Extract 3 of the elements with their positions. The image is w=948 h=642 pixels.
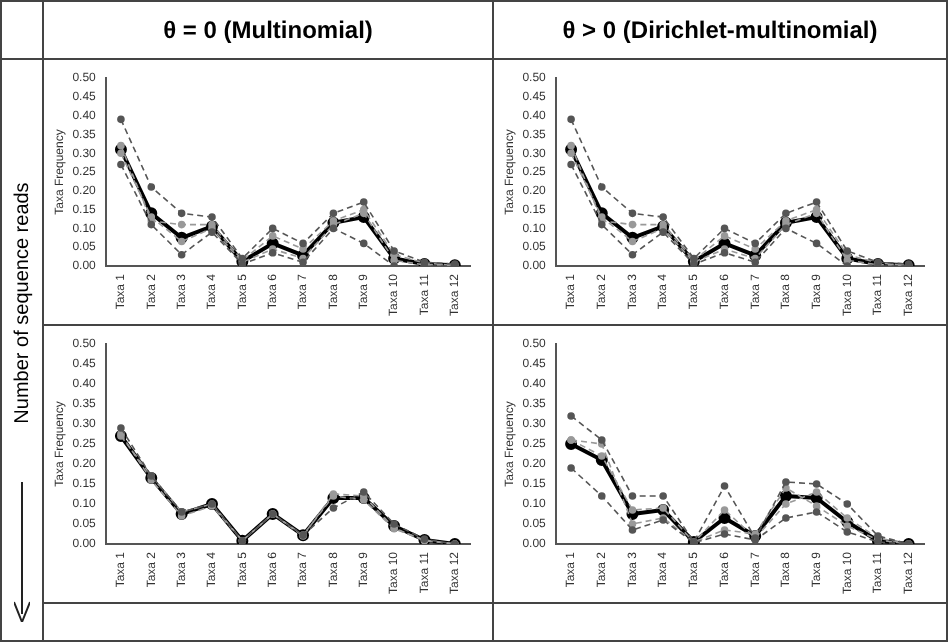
text: Number of sequence reads <box>11 181 33 423</box>
chart-title: θ > 0 (Dirichlet-multinomial) <box>494 2 946 60</box>
chart-title: θ = 0 (Multinomial) <box>44 2 492 60</box>
